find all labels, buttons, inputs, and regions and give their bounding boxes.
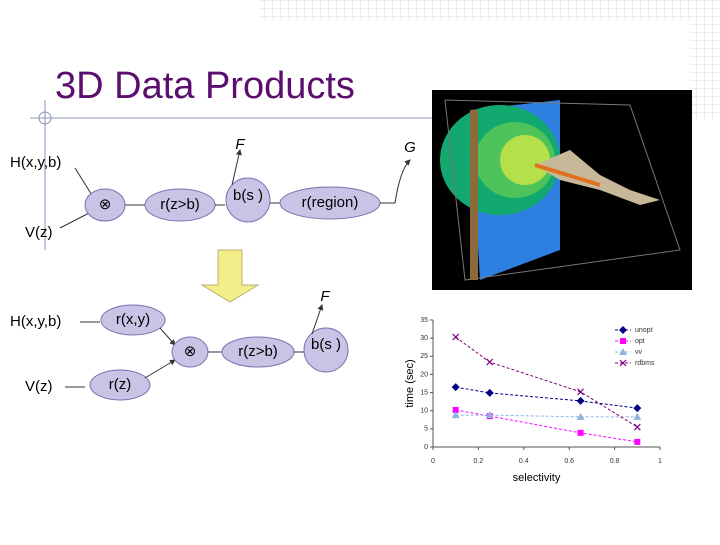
y-tick-label: 15 [420,389,428,396]
data-point [576,396,585,405]
arrow [380,159,411,204]
data-point [633,412,642,420]
x-tick-label: 0.4 [519,458,529,465]
node-label: ⊗ [184,343,197,360]
arrow [159,327,176,346]
chart: 0 5 10 15 20 25 30 35 0 0.2 0.4 0.6 0.8 1 selectivity t… [404,317,662,484]
node [89,369,151,401]
y-tick-label: 10 [420,408,428,415]
legend-marker [619,326,627,334]
data-point [452,333,460,341]
node-label: r(z>b) [160,196,200,213]
node-label: b(s ) [233,187,263,204]
decoration [260,0,720,20]
data-point [485,411,494,419]
top-diagram: H(x,y,b) V(z) ⊗ r(z>b) b(s ) F r(region)… [10,136,416,241]
node-label: ⊗ [99,196,112,213]
x-tick-label: 0.2 [474,458,484,465]
data-point [485,388,494,397]
transform-arrow [200,249,260,303]
y-tick-label: 30 [420,335,428,342]
data-point [633,423,641,431]
y-tick-label: 0 [424,444,428,451]
data-point [452,406,459,413]
series-line [455,386,638,409]
series-line [455,414,638,418]
x-tick-label: 0.8 [610,458,620,465]
arrow-label: F [320,288,330,305]
arrow [231,149,242,186]
data-point [634,438,641,445]
arrow [311,304,324,335]
x-tick-label: 0 [431,458,435,465]
volume-image [432,90,692,290]
node [303,327,349,373]
input-label: H(x,y,b) [10,313,61,330]
slide-title: 3D Data Products [55,65,355,107]
legend-marker [620,338,626,344]
node-label: r(z) [109,376,132,393]
data-point [633,404,642,413]
legend-label: opt [635,338,645,345]
y-tick-label: 20 [420,371,428,378]
bottom-diagram: H(x,y,b) V(z) r(x,y) r(z) ⊗ r(z>b) b(s )… [10,288,349,401]
legend-marker [619,359,627,367]
data-point [576,412,585,420]
arrow [144,359,176,379]
node-label: r(x,y) [116,311,150,328]
arrow-label: F [235,136,245,153]
series-line [455,409,638,443]
node [100,304,166,336]
y-tick-label: 35 [420,317,428,324]
y-axis-label: time (sec) [404,359,416,407]
data-point [486,358,494,366]
data-point [451,411,460,419]
input-label: V(z) [25,224,53,241]
y-tick-label: 25 [420,353,428,360]
legend-marker [619,348,627,355]
x-tick-label: 0.6 [564,458,574,465]
x-tick-label: 1 [658,458,662,465]
node-label: r(z>b) [238,343,278,360]
data-point [577,429,584,436]
node-label: b(s ) [311,336,341,353]
input-label: H(x,y,b) [10,154,61,171]
node [225,177,271,223]
legend-label: rdbms [635,360,655,367]
series-line [455,336,638,428]
decoration [690,0,720,120]
arrow-label: G [404,139,416,156]
x-axis-label: selectivity [513,472,561,484]
title-ornament [38,111,52,125]
data-point [577,388,584,396]
legend-label: unopt [635,327,653,334]
node-label: r(region) [302,194,359,211]
input-label: V(z) [25,378,53,395]
data-point [451,383,460,392]
legend-label: vv [635,349,643,356]
y-tick-label: 5 [424,426,428,433]
